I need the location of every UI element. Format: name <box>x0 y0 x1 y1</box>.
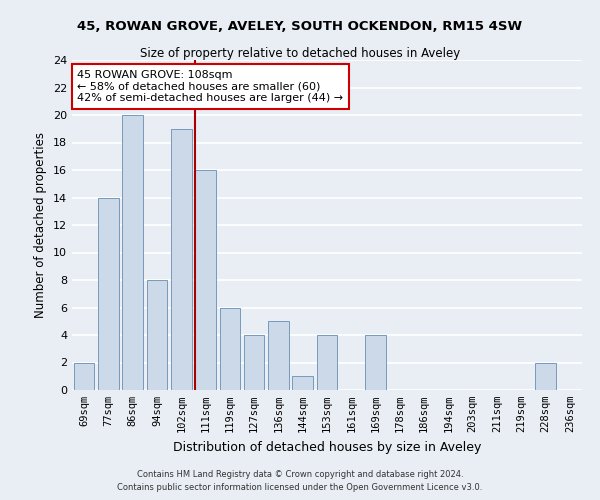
X-axis label: Distribution of detached houses by size in Aveley: Distribution of detached houses by size … <box>173 440 481 454</box>
Bar <box>74 362 94 390</box>
Bar <box>122 115 143 390</box>
Bar <box>268 322 289 390</box>
Bar <box>244 335 265 390</box>
Bar <box>220 308 240 390</box>
Text: 45, ROWAN GROVE, AVELEY, SOUTH OCKENDON, RM15 4SW: 45, ROWAN GROVE, AVELEY, SOUTH OCKENDON,… <box>77 20 523 33</box>
Bar <box>535 362 556 390</box>
Bar <box>171 128 191 390</box>
Y-axis label: Number of detached properties: Number of detached properties <box>34 132 47 318</box>
Text: 45 ROWAN GROVE: 108sqm
← 58% of detached houses are smaller (60)
42% of semi-det: 45 ROWAN GROVE: 108sqm ← 58% of detached… <box>77 70 343 103</box>
Bar <box>292 376 313 390</box>
Text: Size of property relative to detached houses in Aveley: Size of property relative to detached ho… <box>140 48 460 60</box>
Bar <box>195 170 216 390</box>
Bar <box>317 335 337 390</box>
Bar <box>365 335 386 390</box>
Bar <box>146 280 167 390</box>
Text: Contains HM Land Registry data © Crown copyright and database right 2024.
Contai: Contains HM Land Registry data © Crown c… <box>118 470 482 492</box>
Bar <box>98 198 119 390</box>
